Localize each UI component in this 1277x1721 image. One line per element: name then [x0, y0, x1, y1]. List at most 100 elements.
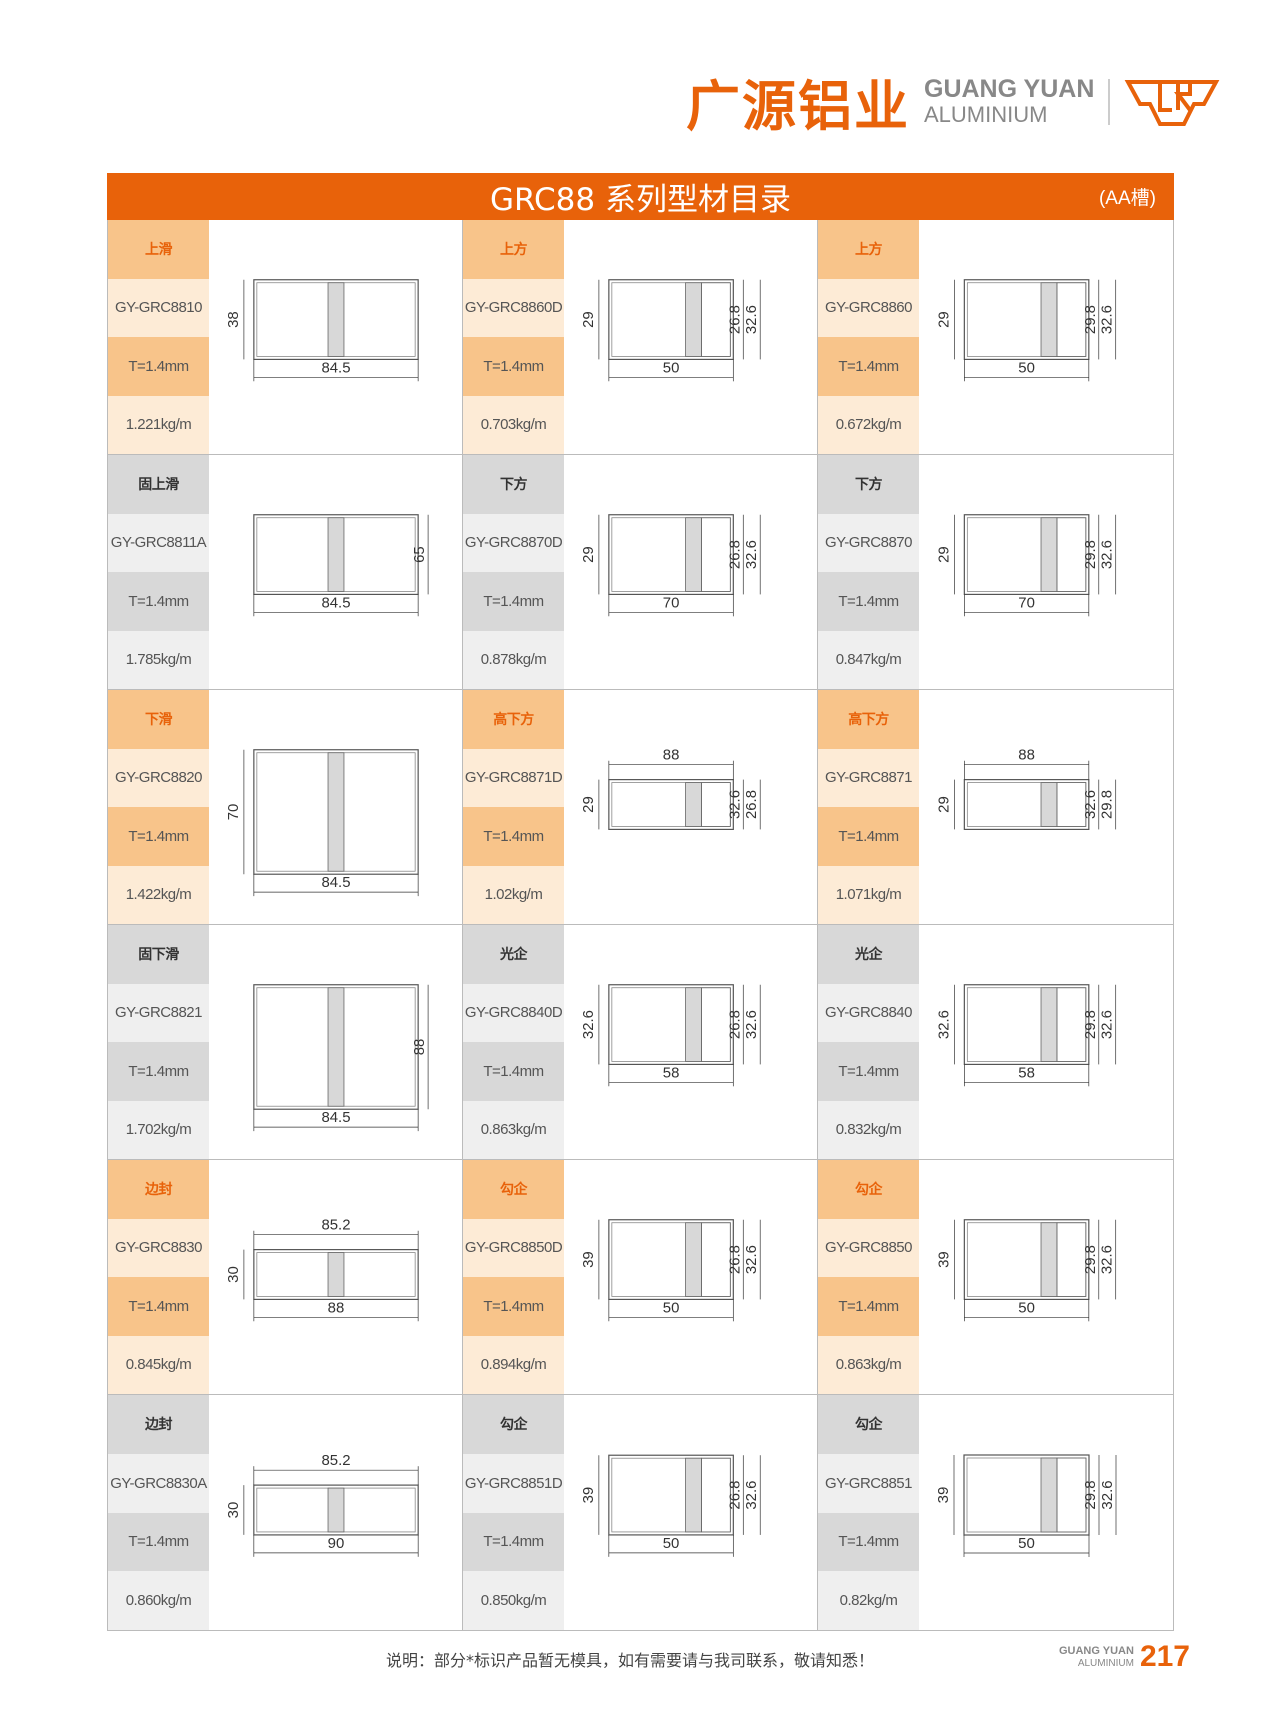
profile-weight: 0.863kg/m	[463, 1100, 564, 1159]
profile-chamber	[685, 517, 702, 592]
dimension-label: 84.5	[321, 359, 350, 376]
profile-specs: 固下滑 GY-GRC8821 T=1.4mm 1.702kg/m	[108, 925, 209, 1159]
profile-name: 下方	[818, 455, 919, 514]
profile-outline	[608, 984, 734, 1066]
dimension-label: 32.6	[743, 305, 760, 334]
dimension-label: 26.8	[743, 790, 760, 819]
profile-drawing: 70 29 26.8 32.6	[564, 455, 817, 689]
profile-thickness: T=1.4mm	[108, 337, 209, 396]
dimension-label: 29.8	[1082, 1480, 1099, 1509]
profile-cross-section: 50 29 26.8 32.6	[580, 279, 761, 382]
profile-name: 勾企	[818, 1395, 919, 1454]
profile-weight: 1.02kg/m	[463, 865, 564, 924]
profile-weight: 1.702kg/m	[108, 1100, 209, 1159]
table-row: 下滑 GY-GRC8820 T=1.4mm 1.422kg/m 84.5 70 高…	[108, 690, 1173, 925]
dimension-label: 30	[225, 1266, 242, 1283]
profile-drawing: 84.5 88	[209, 925, 462, 1159]
page-number: 217	[1139, 1640, 1190, 1673]
profile-specs: 边封 GY-GRC8830 T=1.4mm 0.845kg/m	[108, 1160, 209, 1394]
profile-chamber	[327, 1487, 345, 1533]
dimension-label: 70	[1018, 594, 1035, 611]
table-row: 上滑 GY-GRC8810 T=1.4mm 1.221kg/m 84.5 38 上…	[108, 220, 1173, 455]
dimension-label: 32.6	[1099, 1010, 1116, 1039]
profile-drawing: 90 85.2 30	[209, 1395, 462, 1630]
profile-chamber	[685, 282, 702, 357]
profile-specs: 固上滑 GY-GRC8811A T=1.4mm 1.785kg/m	[108, 455, 209, 689]
profile-cell: 勾企 GY-GRC8850 T=1.4mm 0.863kg/m 50 39 29.8…	[818, 1160, 1173, 1394]
dimension-label: 32.6	[1099, 305, 1116, 334]
profile-cross-section: 70 29 26.8 32.6	[580, 514, 761, 617]
table-row: 边封 GY-GRC8830A T=1.4mm 0.860kg/m 90 85.2 3…	[108, 1395, 1173, 1630]
dimension-label: 29	[935, 311, 952, 328]
profile-cell: 上方 GY-GRC8860D T=1.4mm 0.703kg/m 50 29 26.…	[463, 220, 818, 454]
profile-chamber	[1040, 1222, 1058, 1297]
dimension-label: 29	[580, 311, 597, 328]
profile-thickness: T=1.4mm	[818, 807, 919, 866]
dimension-label: 50	[1018, 1535, 1035, 1552]
profile-thickness: T=1.4mm	[463, 1042, 564, 1101]
profile-outline	[608, 279, 734, 361]
brand-en-line2: ALUMINIUM	[924, 101, 1048, 127]
profile-specs: 下滑 GY-GRC8820 T=1.4mm 1.422kg/m	[108, 690, 209, 924]
profile-cell: 下滑 GY-GRC8820 T=1.4mm 1.422kg/m 84.5 70	[108, 690, 463, 924]
profile-name: 上方	[818, 220, 919, 279]
profile-inner-wall	[966, 1457, 1087, 1533]
profile-specs: 勾企 GY-GRC8850 T=1.4mm 0.863kg/m	[818, 1160, 919, 1394]
profile-cell: 光企 GY-GRC8840 T=1.4mm 0.832kg/m 58 32.6 29…	[818, 925, 1173, 1159]
profile-drawing: 50 39 26.8 32.6	[564, 1160, 817, 1394]
dimension-label: 50	[663, 359, 680, 376]
profile-outline	[963, 1454, 1090, 1536]
profile-weight: 0.703kg/m	[463, 395, 564, 454]
table-row: 边封 GY-GRC8830 T=1.4mm 0.845kg/m 88 85.2 30…	[108, 1160, 1173, 1395]
gr-logo-icon	[1125, 79, 1220, 126]
dimension-label: 88	[328, 1299, 345, 1316]
profile-thickness: T=1.4mm	[463, 572, 564, 631]
dimension-label: 29.8	[1082, 540, 1099, 569]
profile-cell: 固下滑 GY-GRC8821 T=1.4mm 1.702kg/m 84.5 88	[108, 925, 463, 1159]
dimension-label: 70	[225, 804, 242, 821]
profile-chamber	[701, 517, 731, 592]
profile-specs: 上方 GY-GRC8860D T=1.4mm 0.703kg/m	[463, 220, 564, 454]
profile-weight: 0.832kg/m	[818, 1100, 919, 1159]
dimension-label: 39	[580, 1251, 597, 1268]
footer-brand-2: ALUMINIUM	[1077, 1657, 1134, 1669]
profile-cross-section: 88 29 32.6 26.8	[580, 747, 761, 831]
profile-chamber	[1056, 782, 1087, 827]
profile-cross-section: 70 29 29.8 32.6	[935, 514, 1117, 617]
profile-inner-wall	[966, 782, 1087, 827]
profile-weight: 0.82kg/m	[818, 1571, 919, 1630]
table-row: 固下滑 GY-GRC8821 T=1.4mm 1.702kg/m 84.5 88 …	[108, 925, 1173, 1160]
profile-chamber	[327, 282, 345, 357]
profile-code: GY-GRC8830	[108, 1218, 209, 1277]
profile-code: GY-GRC8810	[108, 278, 209, 337]
dimension-label: 39	[935, 1251, 952, 1268]
profile-cell: 上滑 GY-GRC8810 T=1.4mm 1.221kg/m 84.5 38	[108, 220, 463, 454]
dimension-label: 30	[225, 1502, 242, 1519]
profile-inner-wall	[611, 987, 731, 1062]
dimension-label: 32.6	[743, 1245, 760, 1274]
profile-weight: 1.221kg/m	[108, 395, 209, 454]
dimension-label: 39	[935, 1487, 952, 1504]
catalog-title: GRC88 系列型材目录	[490, 182, 791, 218]
profile-code: GY-GRC8821	[108, 983, 209, 1042]
profile-drawing: 88 29 32.6 26.8	[564, 690, 817, 924]
profile-cell: 勾企 GY-GRC8851 T=1.4mm 0.82kg/m 50 39 29.8 3…	[818, 1395, 1173, 1630]
profile-thickness: T=1.4mm	[818, 1512, 919, 1572]
profile-name: 勾企	[463, 1395, 564, 1454]
profile-chamber	[1056, 1457, 1087, 1533]
profile-chamber	[1040, 987, 1058, 1062]
dimension-label: 29.8	[1082, 305, 1099, 334]
profile-weight: 0.863kg/m	[818, 1335, 919, 1394]
profile-cell: 固上滑 GY-GRC8811A T=1.4mm 1.785kg/m 84.5 65	[108, 455, 463, 689]
profile-chamber	[327, 1252, 345, 1297]
profile-chamber	[1056, 987, 1087, 1062]
profile-code: GY-GRC8830A	[108, 1453, 209, 1513]
profile-thickness: T=1.4mm	[108, 1277, 209, 1336]
profile-name: 高下方	[818, 690, 919, 749]
dimension-label: 32.6	[743, 1010, 760, 1039]
dimension-label: 29	[935, 546, 952, 563]
profile-inner-wall	[966, 987, 1087, 1062]
profile-specs: 光企 GY-GRC8840D T=1.4mm 0.863kg/m	[463, 925, 564, 1159]
profile-cell: 勾企 GY-GRC8850D T=1.4mm 0.894kg/m 50 39 26.…	[463, 1160, 818, 1394]
